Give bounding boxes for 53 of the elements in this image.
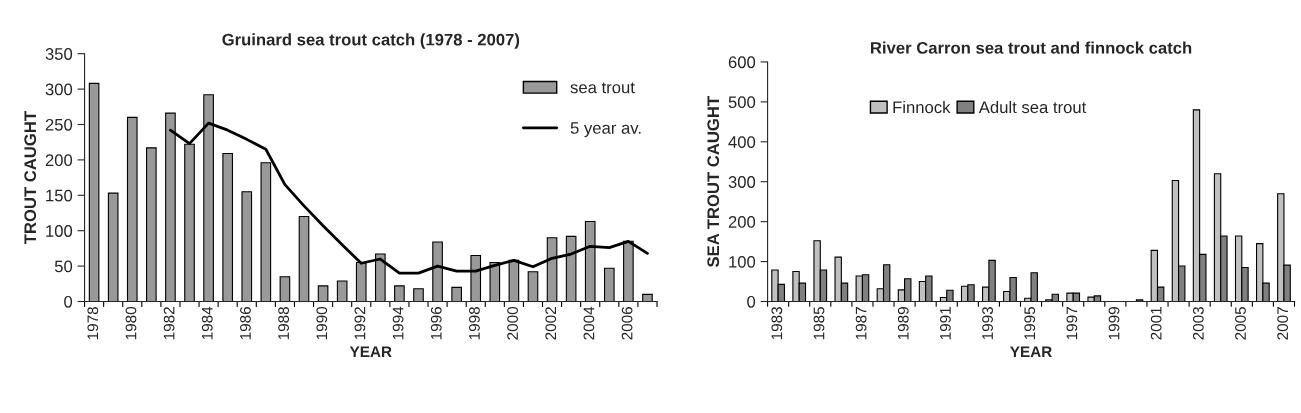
x-tick-label: 1999 bbox=[1108, 307, 1120, 340]
x-tick-label: 2000 bbox=[507, 306, 518, 340]
y-tick-label: 500 bbox=[728, 96, 756, 109]
y-tick-label: 100 bbox=[729, 255, 756, 268]
legend-label: 5 year av. bbox=[570, 122, 641, 138]
y-tick-label: 200 bbox=[45, 154, 73, 167]
y-axis-title: SEA TROUT CAUGHT bbox=[707, 96, 720, 268]
x-tick-label: 1992 bbox=[354, 307, 366, 340]
x-tick-label: 1987 bbox=[855, 307, 867, 340]
y-tick-label: 100 bbox=[46, 225, 73, 237]
y-tick-label: 0 bbox=[747, 295, 756, 308]
x-tick-label: 1991 bbox=[940, 307, 951, 340]
x-tick-label: 2003 bbox=[1192, 307, 1204, 340]
x-tick-label: 1980 bbox=[125, 306, 137, 340]
x-tick-label: 1982 bbox=[163, 307, 175, 340]
x-tick-label: 1994 bbox=[392, 306, 404, 340]
x-tick-label: 2005 bbox=[1235, 306, 1246, 340]
x-tick-label: 1984 bbox=[201, 306, 213, 340]
x-tick-label: 1985 bbox=[813, 306, 825, 340]
y-tick-label: 400 bbox=[728, 136, 756, 148]
x-tick-label: 1978 bbox=[87, 307, 99, 340]
y-tick-label: 300 bbox=[728, 176, 756, 188]
x-tick-label: 2004 bbox=[583, 306, 595, 340]
x-tick-label: 2001 bbox=[1150, 307, 1162, 340]
y-tick-label: 0 bbox=[64, 295, 73, 308]
x-axis-title: YEAR bbox=[1010, 346, 1052, 357]
y-tick-label: 50 bbox=[54, 260, 73, 273]
x-tick-label: 2007 bbox=[1277, 307, 1289, 340]
y-tick-label: 600 bbox=[728, 56, 756, 69]
x-tick-label: 1986 bbox=[240, 307, 251, 340]
y-tick-label: 350 bbox=[45, 48, 73, 60]
x-tick-label: 1996 bbox=[430, 307, 442, 340]
legend-label: Adult sea trout bbox=[978, 100, 1087, 114]
x-tick-label: 1995 bbox=[1024, 306, 1036, 340]
x-axis-title: YEAR bbox=[349, 346, 392, 357]
y-tick-label: 150 bbox=[46, 189, 73, 202]
y-axis-title: TROUT CAUGHT bbox=[24, 111, 37, 245]
x-tick-label: 1993 bbox=[982, 307, 993, 340]
chart-title: River Carron sea trout and finnock catch bbox=[871, 41, 1192, 54]
x-tick-label: 1998 bbox=[469, 307, 480, 340]
legend-label: Finnock bbox=[893, 100, 951, 114]
x-tick-label: 1997 bbox=[1066, 307, 1078, 340]
x-tick-label: 1989 bbox=[897, 307, 909, 340]
x-tick-label: 1983 bbox=[771, 307, 783, 340]
x-tick-label: 1990 bbox=[316, 306, 328, 340]
legend-label: sea trout bbox=[570, 82, 635, 94]
y-tick-label: 200 bbox=[728, 216, 756, 228]
x-tick-label: 1988 bbox=[278, 307, 290, 340]
chart-title: Gruinard sea trout catch (1978 - 2007) bbox=[222, 33, 520, 49]
y-tick-label: 250 bbox=[45, 118, 73, 131]
x-tick-label: 2006 bbox=[621, 307, 633, 340]
x-tick-label: 2002 bbox=[545, 307, 557, 340]
y-tick-label: 300 bbox=[45, 83, 73, 96]
